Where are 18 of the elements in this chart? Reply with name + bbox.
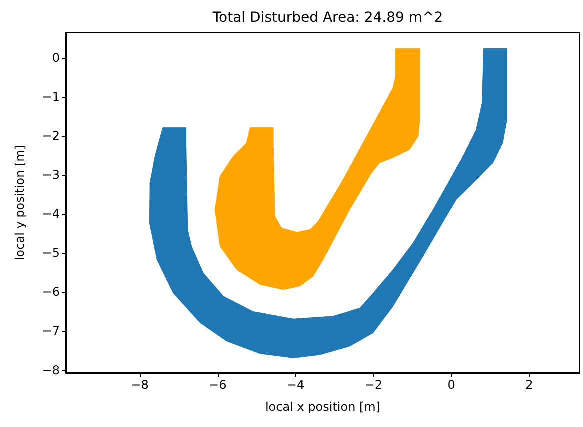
y-tick-label: −7 (42, 324, 60, 338)
chart-title: Total Disturbed Area: 24.89 m^2 (212, 10, 444, 26)
x-tick-label: −8 (131, 378, 149, 392)
x-tick-label: −6 (209, 378, 227, 392)
y-tick-label: −5 (42, 246, 60, 260)
y-axis-title: local y position [m] (13, 145, 27, 261)
y-tick-label: −2 (42, 129, 60, 144)
y-tick-label: −1 (42, 90, 60, 104)
x-tick-label: −2 (364, 378, 382, 392)
x-tick-label: 2 (526, 378, 534, 392)
y-tick-label: −8 (42, 363, 60, 378)
x-tick-label: 0 (448, 378, 456, 392)
x-tick-label: −4 (286, 378, 305, 392)
y-tick-label: −6 (42, 285, 60, 300)
y-tick-label: 0 (52, 50, 60, 65)
y-tick-label: −4 (42, 207, 60, 222)
y-tick-label: −3 (42, 168, 60, 182)
x-axis-title: local x position [m] (265, 400, 381, 414)
